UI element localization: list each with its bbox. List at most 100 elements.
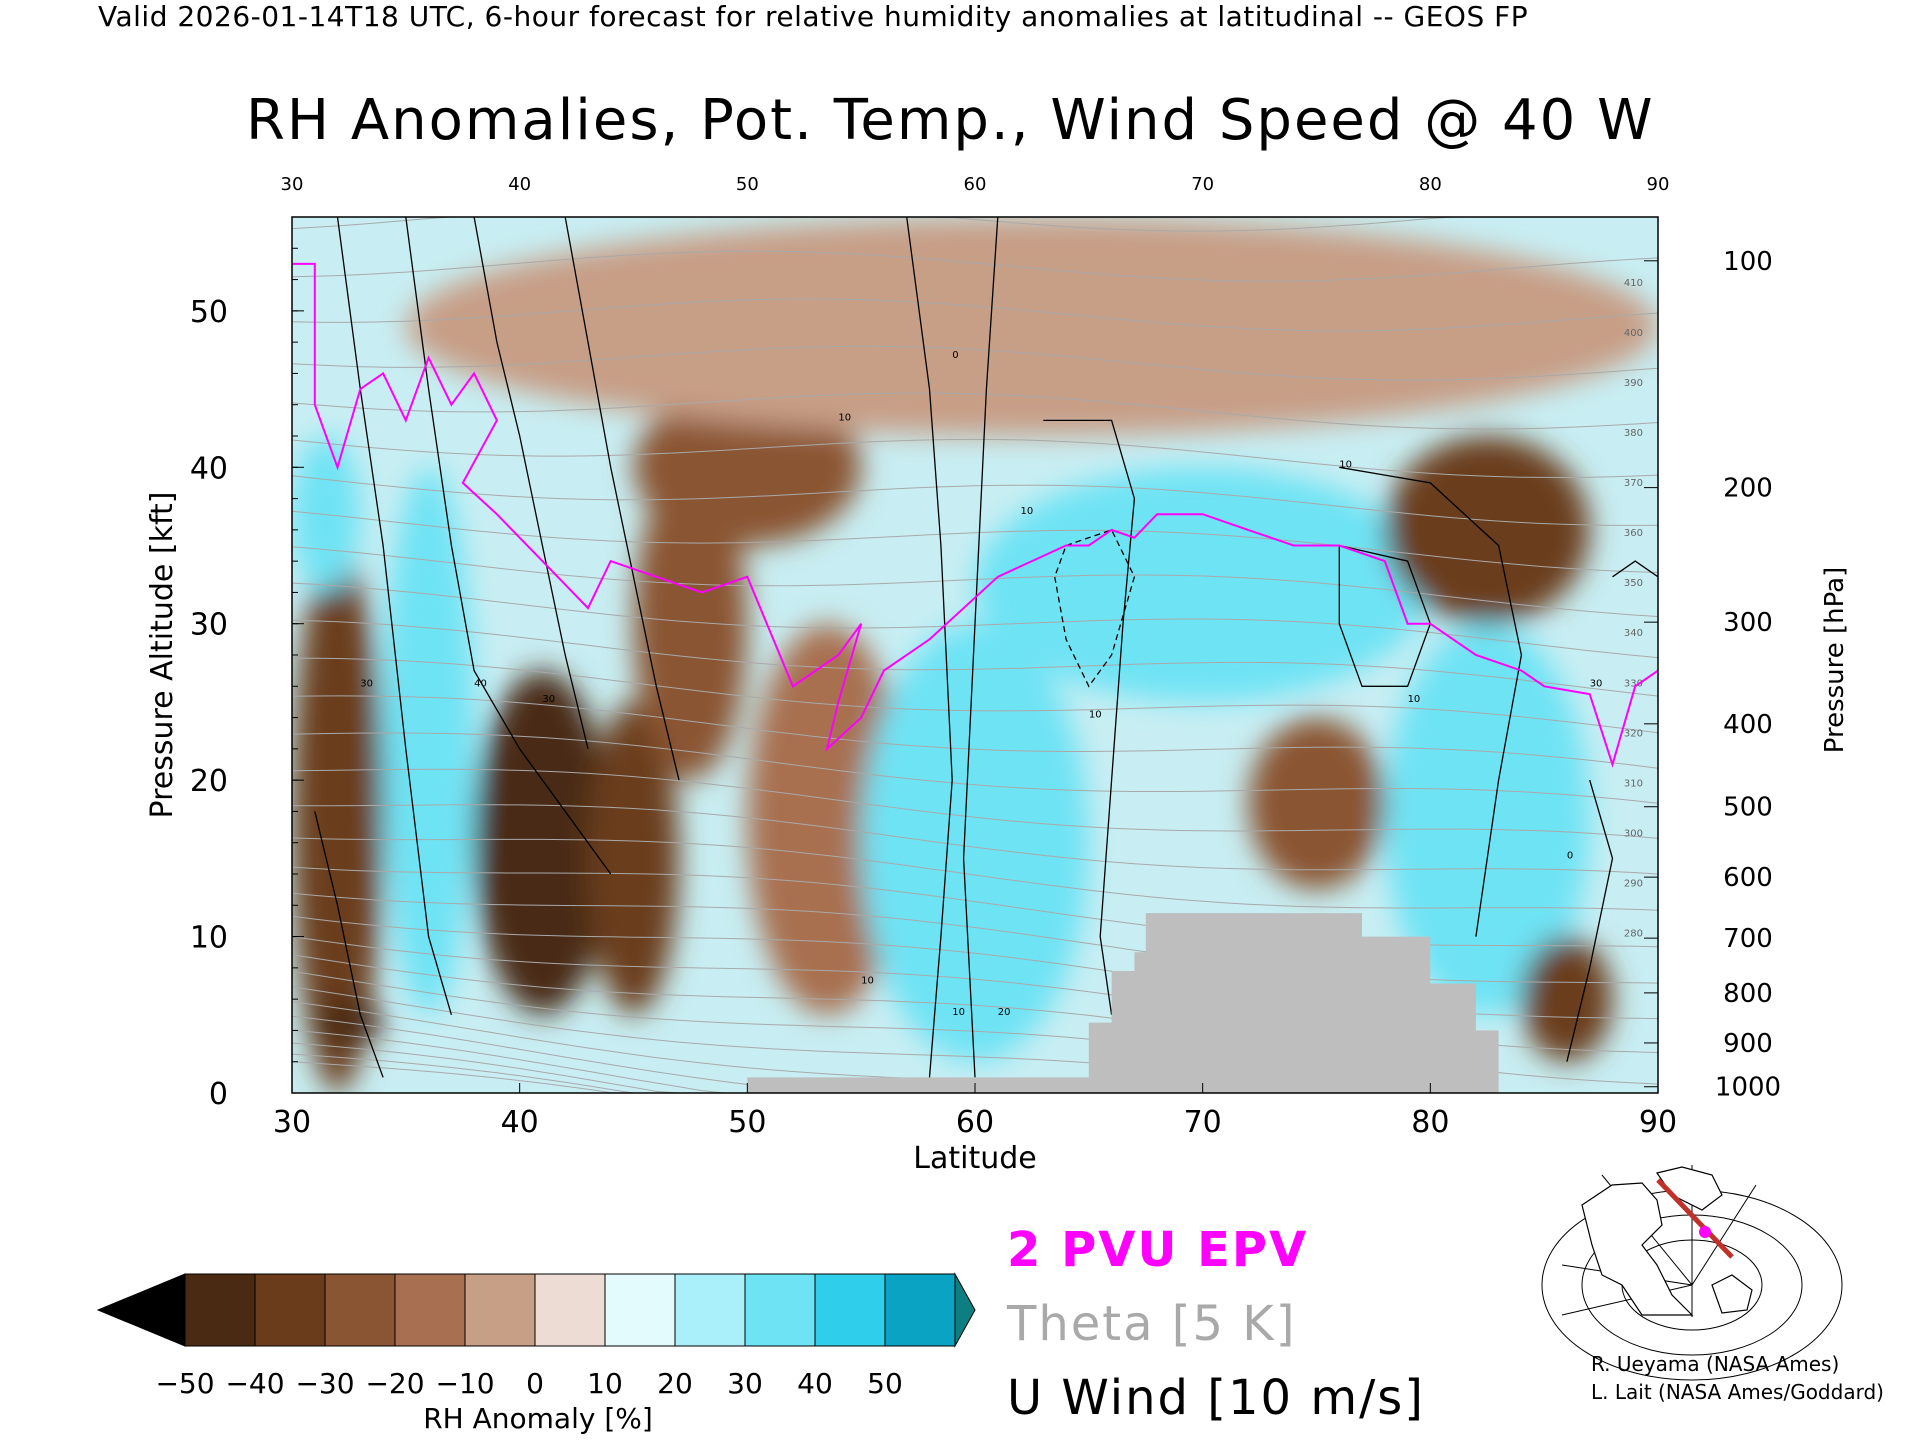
section-line <box>1656 1178 1734 1259</box>
theta-contour <box>292 392 1658 430</box>
wind-contour-label: 10 <box>952 1007 965 1018</box>
colorbar-high-arrow <box>954 1272 976 1348</box>
pressure-tick-label: 600 <box>1723 863 1773 893</box>
colorbar-segment <box>254 1273 326 1347</box>
legend-epv: 2 PVU EPV <box>1007 1222 1309 1278</box>
wind-contour <box>564 217 680 781</box>
y-tick-label: 50 <box>190 295 228 330</box>
colorbar-tick-label: 0 <box>526 1367 544 1400</box>
top-x-tick-label: 90 <box>1647 174 1670 195</box>
colorbar-tick-label: 40 <box>797 1367 833 1400</box>
theta-contour <box>292 510 1658 573</box>
wind-contour <box>336 217 453 1015</box>
colorbar-low-arrow <box>96 1273 186 1347</box>
theta-label: 380 <box>1624 428 1643 439</box>
top-x-tick-label: 50 <box>736 174 759 195</box>
colorbar-segment <box>884 1273 956 1347</box>
colorbar-segment <box>604 1273 676 1347</box>
legend-u-wind: U Wind [10 m/s] <box>1007 1370 1426 1426</box>
theta-contour <box>292 1029 1658 1093</box>
top-x-tick-label: 70 <box>1191 174 1214 195</box>
wind-contour-label: 0 <box>1567 850 1573 861</box>
pressure-tick-label: 200 <box>1723 474 1773 504</box>
pressure-tick-label: 100 <box>1723 247 1773 277</box>
theta-contour <box>292 1015 1658 1093</box>
theta-label: 330 <box>1624 678 1643 689</box>
topography-fill <box>747 913 1499 1093</box>
wind-contour-label: 40 <box>474 678 487 689</box>
theta-label: 390 <box>1624 378 1643 389</box>
x-axis-label: Latitude <box>913 1141 1036 1176</box>
theta-contour <box>292 250 1658 282</box>
wind-contour-label: 30 <box>542 694 555 705</box>
x-tick-label: 90 <box>1639 1105 1677 1140</box>
wind-contour-label: 10 <box>1339 459 1352 470</box>
rh-region-3 <box>383 467 475 1015</box>
theta-contour <box>292 732 1658 804</box>
x-tick-label: 50 <box>728 1105 766 1140</box>
theta-contour <box>292 1053 1658 1093</box>
theta-contour <box>292 546 1658 617</box>
y-axis-label-left: Pressure Altitude [kft] <box>145 492 180 819</box>
wind-contour-label: 10 <box>1408 694 1421 705</box>
rh-region-10 <box>974 467 1431 702</box>
wind-contour <box>405 217 612 875</box>
wind-contour <box>1566 779 1614 1062</box>
theta-label: 310 <box>1624 778 1643 789</box>
pressure-tick-label: 800 <box>1723 979 1773 1009</box>
colorbar-tick-label: −30 <box>295 1367 354 1400</box>
theta-label: 300 <box>1624 828 1643 839</box>
theta-contour <box>292 837 1658 911</box>
wind-contour <box>1043 419 1136 1015</box>
y-tick-label: 10 <box>190 921 228 956</box>
rh-region-12 <box>1384 435 1590 624</box>
header-valid-text: Valid 2026-01-14T18 UTC, 6-hour forecast… <box>98 0 1529 33</box>
x-tick-label: 60 <box>956 1105 994 1140</box>
wind-contour-label: 10 <box>838 412 851 423</box>
top-x-tick-label: 80 <box>1419 174 1442 195</box>
y-tick-label: 20 <box>190 764 228 799</box>
location-marker <box>1699 1226 1711 1238</box>
theta-label: 410 <box>1624 278 1643 289</box>
theta-contour <box>292 298 1658 332</box>
rh-region-0 <box>292 545 384 1093</box>
rh-region-15 <box>405 217 1658 436</box>
pressure-tick-label: 300 <box>1723 608 1773 638</box>
theta-contour <box>292 657 1658 734</box>
colorbar-segment <box>324 1273 396 1347</box>
y-tick-label: 30 <box>190 608 228 643</box>
x-tick-label: 30 <box>273 1105 311 1140</box>
wind-contour-label: 10 <box>1089 710 1102 721</box>
theta-contour <box>292 695 1658 769</box>
wind-contour-label: 30 <box>360 678 373 689</box>
rh-region-9 <box>861 623 1089 1062</box>
pressure-tick-label: 900 <box>1723 1029 1773 1059</box>
wind-contour <box>1339 466 1523 937</box>
pressure-tick-label: 500 <box>1723 793 1773 823</box>
colorbar-tick-label: −10 <box>435 1367 494 1400</box>
x-tick-label: 40 <box>501 1105 539 1140</box>
theta-label: 360 <box>1624 528 1643 539</box>
wind-contour-label: 20 <box>998 1007 1011 1018</box>
theta-contour <box>292 345 1658 381</box>
theta-contour <box>292 768 1658 839</box>
theta-label: 320 <box>1624 728 1643 739</box>
theta-contour <box>292 475 1658 526</box>
wind-contour <box>473 217 589 750</box>
theta-label: 280 <box>1624 929 1643 940</box>
colorbar-tick-label: 10 <box>587 1367 623 1400</box>
wind-contour-label: 10 <box>1021 506 1034 517</box>
top-x-tick-label: 40 <box>508 174 531 195</box>
theta-label: 340 <box>1624 628 1643 639</box>
legend-theta: Theta [5 K] <box>1007 1296 1297 1352</box>
colorbar-segment <box>744 1273 816 1347</box>
wind-contour <box>1054 529 1136 688</box>
colorbar-label: RH Anomaly [%] <box>423 1402 653 1435</box>
colorbar-segment <box>814 1273 886 1347</box>
theta-contour <box>292 1061 1658 1093</box>
colorbar-segment <box>674 1273 746 1347</box>
y-tick-label: 40 <box>190 451 228 486</box>
y-tick-label: 0 <box>209 1077 228 1112</box>
rh-region-14 <box>1521 936 1613 1062</box>
theta-contour <box>292 1042 1658 1093</box>
